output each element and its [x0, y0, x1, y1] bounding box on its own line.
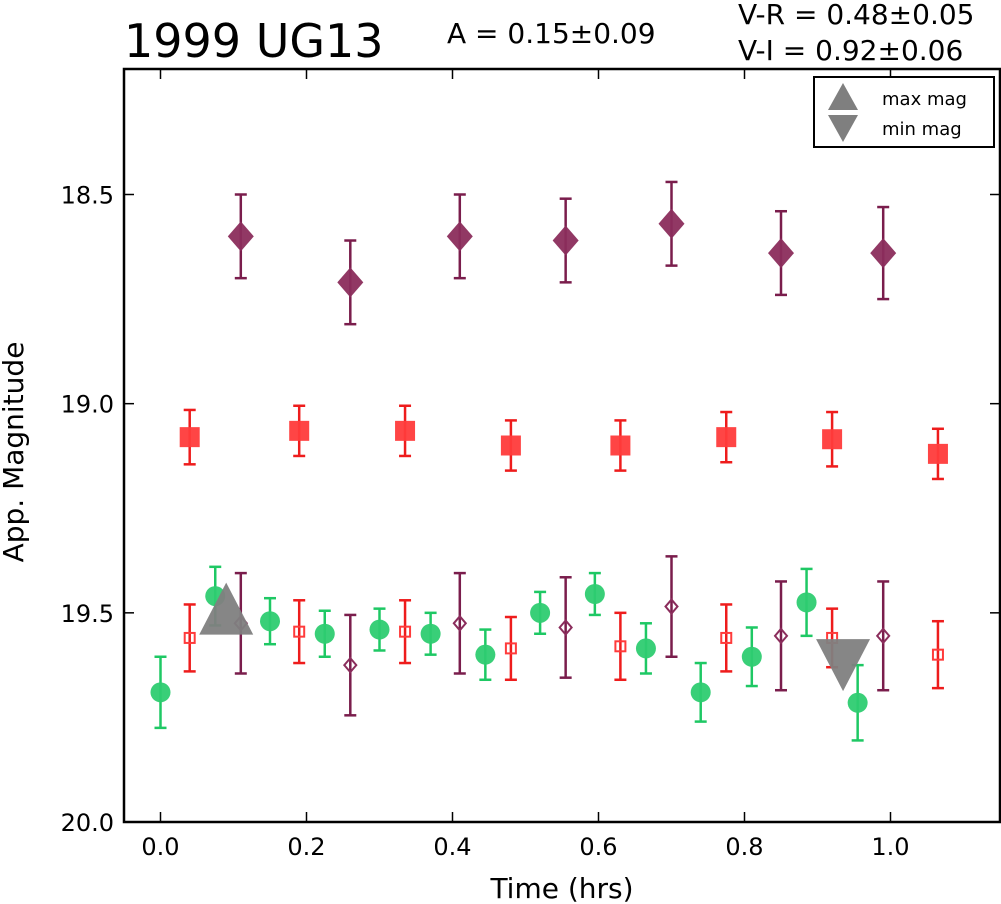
- data-point-square: [399, 625, 412, 638]
- data-point-circle: [584, 584, 605, 605]
- plot-frame: [122, 67, 1001, 824]
- y-tick-label: 19.0: [61, 391, 114, 419]
- data-point-diamond: [452, 614, 468, 632]
- data-point-square: [293, 625, 306, 638]
- data-point-circle: [420, 623, 441, 644]
- x-tick-label: 1.0: [871, 833, 909, 861]
- data-point-square: [931, 648, 944, 661]
- data-point-circle: [635, 638, 656, 659]
- data-point-diamond: [664, 598, 679, 616]
- data-point-diamond: [768, 238, 794, 269]
- data-point-circle: [796, 592, 817, 613]
- data-point-diamond: [337, 267, 364, 298]
- plot-area: [150, 180, 948, 742]
- min-mag-marker: [816, 639, 871, 692]
- data-point-diamond: [227, 221, 254, 252]
- data-point-square: [500, 435, 521, 456]
- amplitude-annotation: A = 0.15±0.09: [447, 17, 656, 50]
- y-tick-label: 18.5: [61, 182, 114, 210]
- data-point-diamond: [870, 238, 897, 269]
- data-point-diamond: [342, 656, 358, 674]
- data-point-diamond: [875, 627, 891, 645]
- data-point-circle: [314, 623, 335, 644]
- chart-title: 1999 UG13: [124, 14, 384, 68]
- data-series: [227, 180, 897, 326]
- data-point-circle: [847, 692, 868, 713]
- legend-max-mag-icon: [828, 83, 858, 110]
- data-point-square: [610, 435, 631, 456]
- data-point-square: [822, 429, 843, 450]
- data-point-square: [179, 427, 200, 448]
- data-point-diamond: [558, 618, 573, 637]
- y-axis-label: App. Magnitude: [0, 342, 30, 563]
- legend: max mag min mag: [813, 76, 995, 148]
- data-point-diamond: [773, 627, 789, 645]
- data-point-circle: [741, 646, 762, 667]
- y-tick-label: 19.5: [61, 600, 114, 628]
- legend-label-min-mag: min mag: [882, 119, 962, 140]
- legend-label-max-mag: max mag: [882, 89, 967, 110]
- data-point-circle: [260, 611, 280, 632]
- data-point-square: [927, 443, 948, 464]
- data-point-square: [720, 631, 733, 644]
- x-tick-label: 0.2: [287, 833, 325, 861]
- x-tick-label: 0.8: [725, 833, 763, 861]
- data-series: [183, 599, 944, 690]
- data-point-circle: [530, 602, 551, 623]
- data-point-square: [395, 420, 416, 441]
- legend-min-mag-icon: [828, 115, 858, 142]
- data-point-diamond: [552, 225, 579, 256]
- v-i-annotation: V-I = 0.92±0.06: [738, 34, 963, 67]
- x-axis-label: Time (hrs): [489, 872, 633, 904]
- data-point-square: [716, 427, 737, 448]
- x-tick-label: 0.6: [579, 833, 617, 861]
- data-point-diamond: [446, 221, 473, 252]
- data-point-circle: [150, 682, 171, 703]
- x-tick-label: 0.4: [433, 833, 471, 861]
- data-point-circle: [690, 682, 711, 703]
- data-point-square: [614, 640, 627, 653]
- data-point-square: [504, 642, 517, 655]
- x-tick-label: 0.0: [141, 833, 179, 861]
- data-point-square: [289, 420, 310, 441]
- data-point-circle: [475, 644, 496, 665]
- data-point-circle: [369, 619, 390, 640]
- v-r-annotation: V-R = 0.48±0.05: [738, 0, 974, 31]
- max-mag-marker: [199, 582, 254, 635]
- data-point-diamond: [658, 208, 685, 239]
- y-tick-label: 20.0: [61, 809, 114, 837]
- data-point-square: [183, 631, 196, 644]
- axis-ticks: 0.0 0.2 0.4 0.6 0.8 1.0 18.5 19.0 19.5 20.0: [61, 69, 1000, 861]
- data-series: [179, 404, 948, 481]
